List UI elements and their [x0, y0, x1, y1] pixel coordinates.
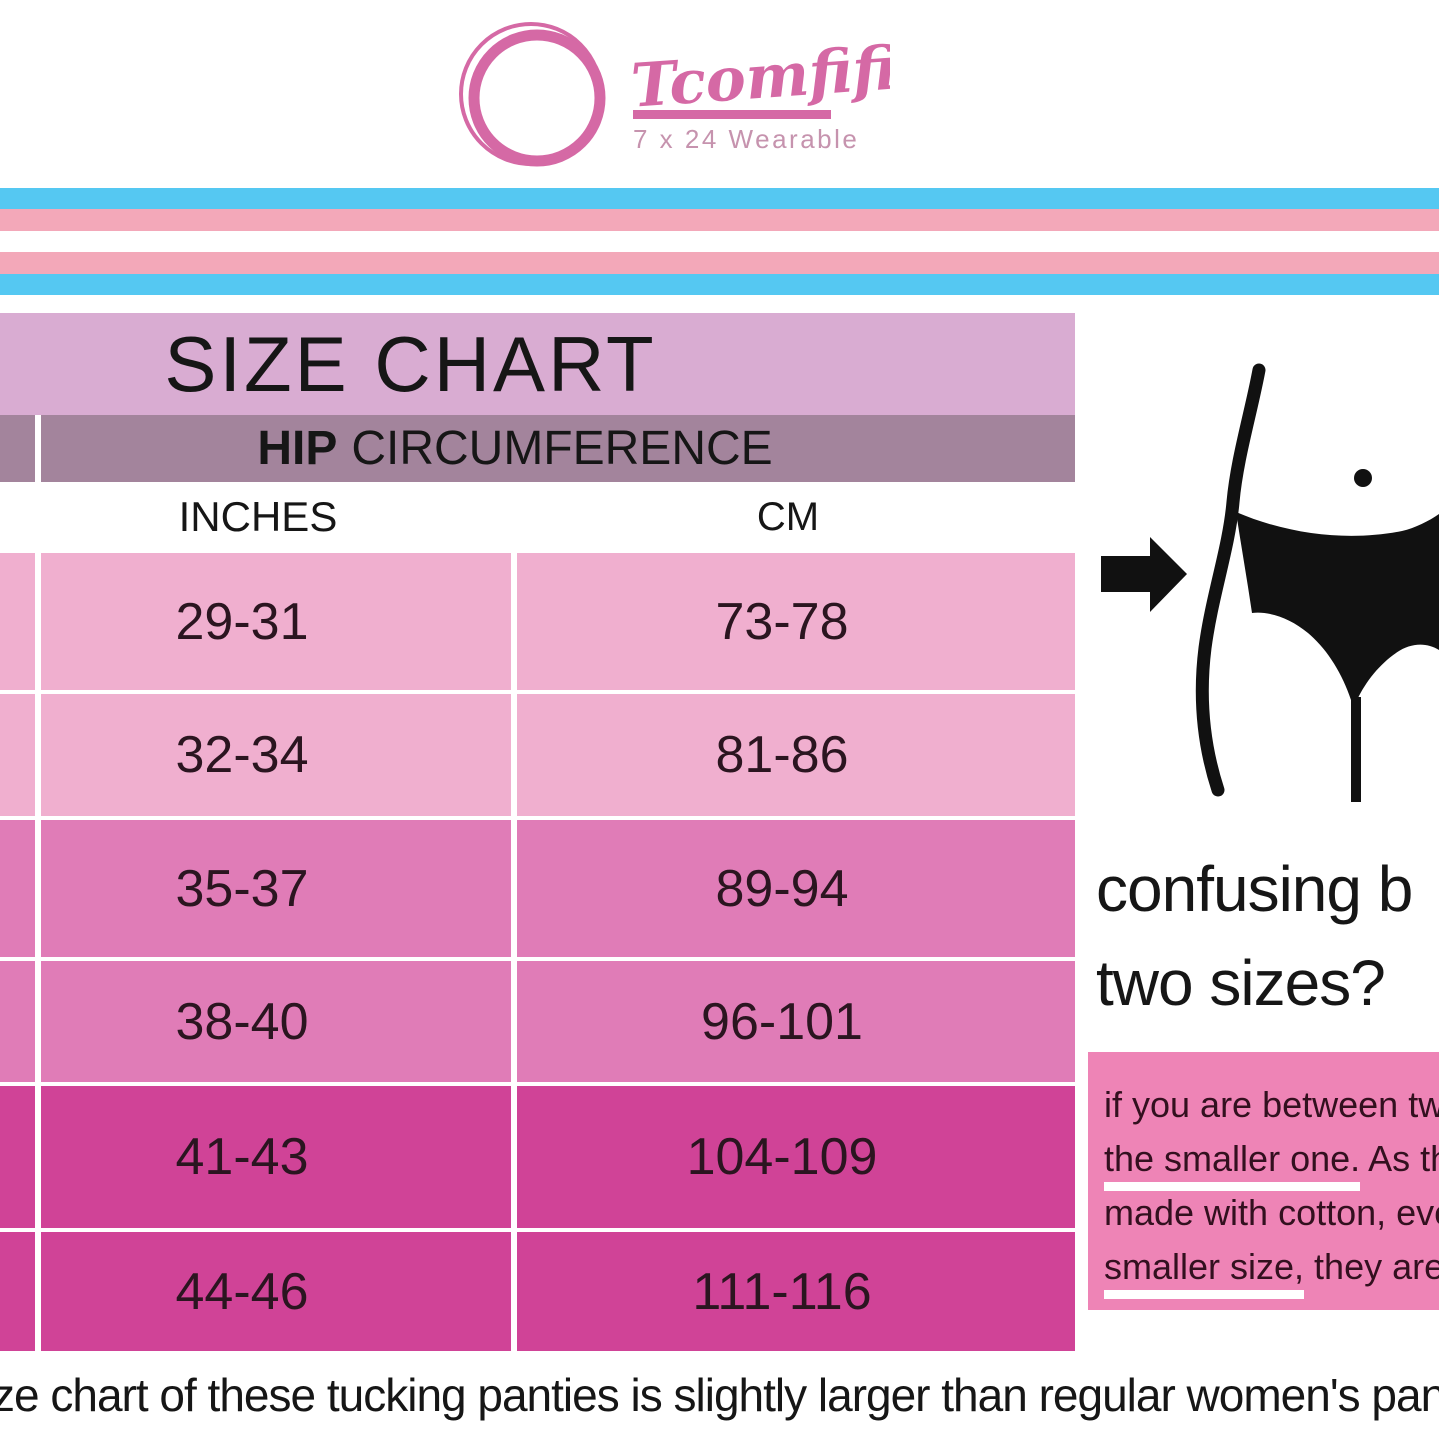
inches-value: 41-43	[175, 1128, 309, 1186]
inches-label: INCHES	[178, 493, 338, 540]
body-outline	[1195, 363, 1266, 797]
navel-dot	[1354, 469, 1372, 487]
advice-line: the smaller one. As the	[1104, 1132, 1439, 1191]
table-cell-inches: 29-31	[41, 553, 511, 690]
column-header-inches: INCHES	[41, 482, 511, 552]
inches-value: 38-40	[175, 992, 309, 1051]
table-cell-cm: 89-94	[517, 820, 1075, 957]
inches-value: 44-46	[175, 1262, 309, 1321]
size-chart-title: SIZE CHART	[164, 319, 657, 408]
table-row-sliver	[0, 694, 35, 816]
advice-line: smaller size, they are s	[1104, 1240, 1439, 1299]
table-row-sliver	[0, 1086, 35, 1228]
table-cell-cm: 104-109	[517, 1086, 1075, 1228]
table-row-sliver	[0, 1232, 35, 1351]
sizing-advice-text: if you are between two the smaller one. …	[1088, 1052, 1439, 1299]
cm-value: 96-101	[701, 992, 863, 1051]
logo-circle-outline-icon	[459, 22, 603, 166]
size-question: confusing b two sizes?	[1096, 842, 1413, 1030]
size-chart-title-band: SIZE CHART	[0, 313, 1075, 415]
crotch-line	[1351, 697, 1361, 802]
flag-stripe-pink-bottom	[0, 252, 1439, 274]
panty-silhouette	[1236, 512, 1439, 700]
question-line-1: confusing b	[1096, 853, 1413, 925]
hip-circumference-band: HIP CIRCUMFERENCE	[41, 415, 1075, 482]
table-cell-inches: 35-37	[41, 820, 511, 957]
inches-value: 35-37	[175, 859, 309, 918]
sizing-advice-box: if you are between two the smaller one. …	[1088, 1052, 1439, 1310]
flag-stripe-pink-top	[0, 209, 1439, 231]
advice-line: made with cotton, even	[1104, 1192, 1439, 1233]
inches-value: 29-31	[175, 592, 309, 651]
column-header-cm: CM	[517, 482, 1075, 552]
table-cell-inches: 32-34	[41, 694, 511, 816]
table-row-sliver	[0, 961, 35, 1082]
cm-value: 104-109	[686, 1128, 878, 1186]
table-cell-inches: 44-46	[41, 1232, 511, 1351]
inches-value: 32-34	[175, 726, 309, 784]
cm-value: 111-116	[692, 1262, 872, 1321]
table-cell-cm: 96-101	[517, 961, 1075, 1082]
flag-stripe-blue-bottom	[0, 274, 1439, 295]
advice-line: if you are between two	[1104, 1084, 1439, 1125]
footer-note: ze chart of these tucking panties is sli…	[0, 1369, 1439, 1421]
table-cell-inches: 38-40	[41, 961, 511, 1082]
hip-label-bold: HIP	[257, 422, 338, 475]
table-cell-cm: 81-86	[517, 694, 1075, 816]
cm-value: 89-94	[715, 859, 849, 918]
circumference-label: CIRCUMFERENCE	[351, 422, 773, 475]
logo-underline	[633, 110, 831, 119]
cm-value: 73-78	[715, 592, 849, 651]
cm-label: CM	[756, 494, 820, 539]
table-cell-inches: 41-43	[41, 1086, 511, 1228]
cm-value: 81-86	[715, 726, 849, 784]
table-cell-cm: 111-116	[517, 1232, 1075, 1351]
brand-tagline: 7 x 24 Wearable	[633, 124, 859, 154]
table-cell-cm: 73-78	[517, 553, 1075, 690]
header-band-left-sliver	[0, 415, 35, 482]
flag-stripe-blue-top	[0, 188, 1439, 209]
table-row-sliver	[0, 553, 35, 690]
flag-stripe-white	[0, 231, 1439, 252]
question-line-2: two sizes?	[1096, 947, 1386, 1019]
measure-arrow-icon	[1101, 537, 1187, 612]
hip-circumference-label: HIP CIRCUMFERENCE	[257, 421, 772, 476]
brand-logo: Tcomfifits 7 x 24 Wearable	[459, 22, 890, 167]
table-row-sliver	[0, 820, 35, 957]
